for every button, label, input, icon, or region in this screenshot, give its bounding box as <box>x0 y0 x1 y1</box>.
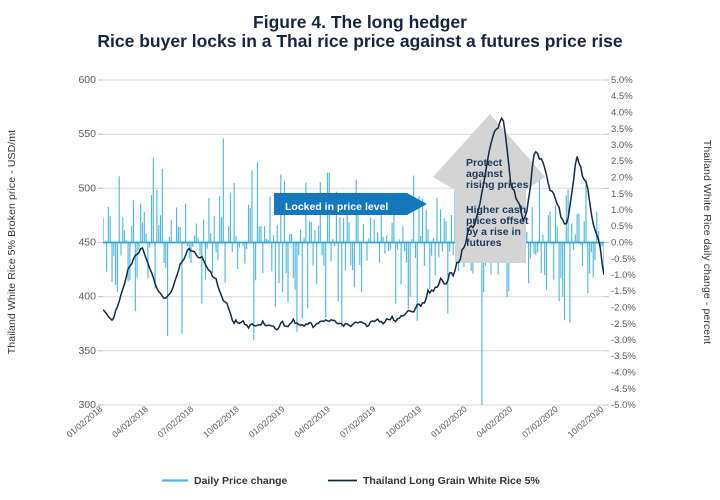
svg-text:1.5%: 1.5% <box>611 189 633 200</box>
svg-text:350: 350 <box>78 345 96 357</box>
svg-text:10/02/2019: 10/02/2019 <box>383 404 423 440</box>
svg-text:07/02/2019: 07/02/2019 <box>338 404 378 440</box>
svg-text:04/02/2019: 04/02/2019 <box>292 404 332 440</box>
svg-text:-1.5%: -1.5% <box>611 286 636 297</box>
svg-text:500: 500 <box>78 182 96 194</box>
svg-text:550: 550 <box>78 128 96 140</box>
svg-text:-2.5%: -2.5% <box>611 319 636 330</box>
svg-text:0.0%: 0.0% <box>611 238 633 249</box>
svg-text:futures: futures <box>466 237 502 249</box>
svg-text:04/02/2020: 04/02/2020 <box>474 404 514 440</box>
svg-text:01/02/2020: 01/02/2020 <box>429 404 469 440</box>
svg-text:-3.5%: -3.5% <box>611 351 636 362</box>
svg-text:4.0%: 4.0% <box>611 108 633 119</box>
svg-text:2.5%: 2.5% <box>611 156 633 167</box>
svg-text:10/02/2018: 10/02/2018 <box>201 404 241 440</box>
svg-text:01/02/2019: 01/02/2019 <box>247 404 287 440</box>
svg-text:-0.5%: -0.5% <box>611 254 636 265</box>
svg-text:Thailand Long Grain White Rice: Thailand Long Grain White Rice 5% <box>363 475 540 487</box>
svg-text:-3.0%: -3.0% <box>611 335 636 346</box>
svg-text:400: 400 <box>78 291 96 303</box>
svg-text:0.5%: 0.5% <box>611 221 633 232</box>
svg-text:Daily Price change: Daily Price change <box>194 475 288 487</box>
svg-text:07/02/2018: 07/02/2018 <box>156 404 196 440</box>
svg-text:4.5%: 4.5% <box>611 91 633 102</box>
svg-text:-1.0%: -1.0% <box>611 270 636 281</box>
svg-text:rising prices: rising prices <box>466 179 529 191</box>
svg-text:-4.0%: -4.0% <box>611 368 636 379</box>
svg-text:3.0%: 3.0% <box>611 140 633 151</box>
svg-text:07/02/2020: 07/02/2020 <box>520 404 560 440</box>
svg-text:5.0%: 5.0% <box>611 75 633 86</box>
svg-text:1.0%: 1.0% <box>611 205 633 216</box>
svg-text:-5.0%: -5.0% <box>611 400 636 411</box>
svg-text:2.0%: 2.0% <box>611 173 633 184</box>
svg-text:10/02/2020: 10/02/2020 <box>566 404 606 440</box>
svg-text:-4.5%: -4.5% <box>611 384 636 395</box>
svg-text:-2.0%: -2.0% <box>611 303 636 314</box>
svg-text:450: 450 <box>78 237 96 249</box>
svg-text:Locked in price level: Locked in price level <box>285 201 388 213</box>
svg-text:3.5%: 3.5% <box>611 124 633 135</box>
svg-text:600: 600 <box>78 74 96 86</box>
svg-text:04/02/2018: 04/02/2018 <box>110 404 150 440</box>
